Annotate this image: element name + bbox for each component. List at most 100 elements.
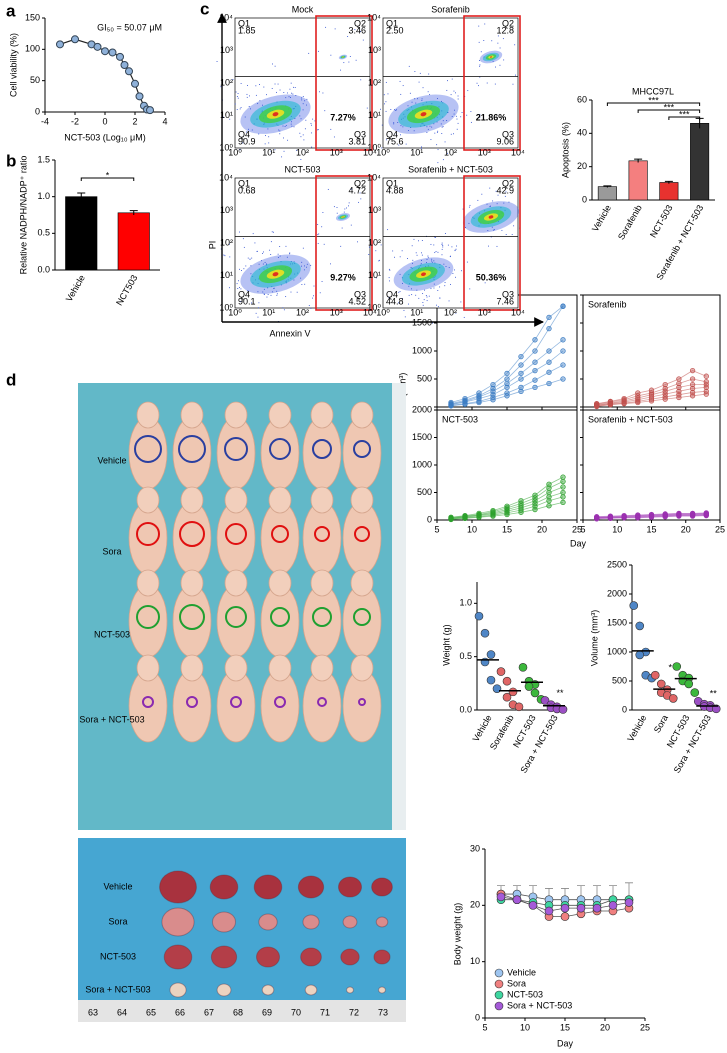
event-dot: [375, 277, 377, 279]
event-dot: [497, 35, 499, 37]
event-dot: [333, 136, 335, 138]
event-dot: [512, 83, 514, 85]
tumor-outline: [224, 437, 248, 461]
event-dot: [255, 94, 257, 96]
x-tick-label: 5: [580, 524, 585, 534]
tumor: [169, 982, 187, 998]
event-dot: [426, 296, 428, 298]
tumor-outline: [314, 526, 330, 542]
event-dot: [344, 208, 346, 210]
x-tick-label: Vehicle: [590, 203, 613, 233]
event-dot: [257, 291, 259, 293]
event-dot: [455, 248, 457, 250]
event-dot: [251, 302, 253, 304]
flow-x-tick: 10¹: [262, 307, 275, 317]
event-dot: [495, 66, 496, 68]
event-dot: [431, 126, 433, 128]
data-point: [125, 67, 133, 76]
event-dot: [429, 93, 431, 95]
event-dot: [442, 159, 444, 161]
quadrant-label: Q3: [502, 289, 514, 299]
data-point: [560, 912, 570, 921]
event-dot: [441, 254, 443, 256]
quadrant-label: Q3: [354, 289, 366, 299]
event-dot: [421, 240, 423, 241]
mouse-head: [180, 401, 204, 429]
tumor-outline: [134, 435, 162, 463]
series-line: [450, 486, 564, 519]
event-dot: [437, 162, 439, 164]
event-dot: [484, 23, 486, 25]
event-dot: [418, 240, 419, 242]
event-dot: [425, 295, 427, 296]
event-dot: [368, 246, 370, 248]
event-dot: [418, 297, 420, 299]
y-tick-label: 0.0: [37, 264, 50, 274]
event-dot: [252, 233, 254, 235]
data-point: [662, 388, 668, 394]
panel-title: NCT-503: [442, 414, 478, 424]
mouse-head: [268, 401, 292, 429]
data-point: [462, 401, 468, 407]
event-dot: [317, 224, 319, 225]
panel-letter: c: [200, 0, 209, 18]
event-dot: [433, 283, 435, 285]
flow-x-tick: 10²: [444, 147, 457, 157]
flow-x-tick: 10²: [296, 307, 309, 317]
quadrant-label: Q1: [238, 18, 250, 28]
ruler-number: 66: [175, 1007, 185, 1017]
x-tick-label: Vehicle: [625, 713, 648, 743]
event-dot: [274, 149, 276, 151]
event-dot: [282, 125, 284, 127]
event-dot: [330, 128, 332, 130]
event-dot: [444, 282, 446, 284]
event-dot: [271, 87, 273, 89]
error-bar: [603, 185, 612, 188]
event-dot: [427, 255, 429, 257]
plot-title: Sorafenib + NCT-503: [408, 164, 493, 174]
event-dot: [277, 253, 279, 255]
event-dot: [242, 238, 244, 240]
data-point: [532, 377, 538, 383]
mouse-head: [224, 401, 248, 429]
quadrant-label: Q4: [238, 289, 250, 299]
event-dot: [290, 123, 292, 125]
event-dot: [334, 28, 336, 30]
event-dot: [283, 92, 285, 93]
mouse-head: [224, 654, 248, 682]
tumor-outline: [269, 438, 291, 460]
data-point: [624, 898, 634, 907]
y-tick-label: 10: [470, 956, 480, 966]
annotation: **: [556, 688, 564, 698]
event-dot: [441, 133, 443, 134]
y-tick-label: 0.5: [37, 228, 50, 238]
quadrant-label: Q4: [386, 129, 398, 139]
event-dot: [398, 291, 400, 293]
error-bar: [129, 210, 138, 215]
data-point: [676, 384, 682, 391]
data-point: [512, 895, 522, 905]
event-dot: [399, 256, 401, 258]
significance-bracket: [606, 102, 701, 106]
ruler-number: 64: [117, 1007, 127, 1017]
event-dot: [440, 100, 442, 102]
event-dot: [308, 52, 310, 54]
event-dot: [261, 252, 263, 254]
flow-y-label: PI: [207, 241, 217, 250]
x-tick-label: 15: [646, 524, 656, 534]
event-dot: [294, 118, 296, 120]
data-point: [689, 513, 696, 519]
event-dot: [503, 202, 505, 204]
event-dot: [248, 128, 249, 130]
event-dot: [385, 139, 387, 141]
data-point: [662, 391, 668, 397]
event-dot: [287, 139, 289, 141]
event-dot: [243, 246, 245, 248]
event-dot: [403, 309, 405, 311]
event-dot: [271, 231, 273, 233]
apoptosis-gate: [315, 15, 373, 151]
event-dot: [396, 109, 397, 111]
event-dot: [249, 95, 251, 97]
event-dot: [330, 54, 332, 56]
